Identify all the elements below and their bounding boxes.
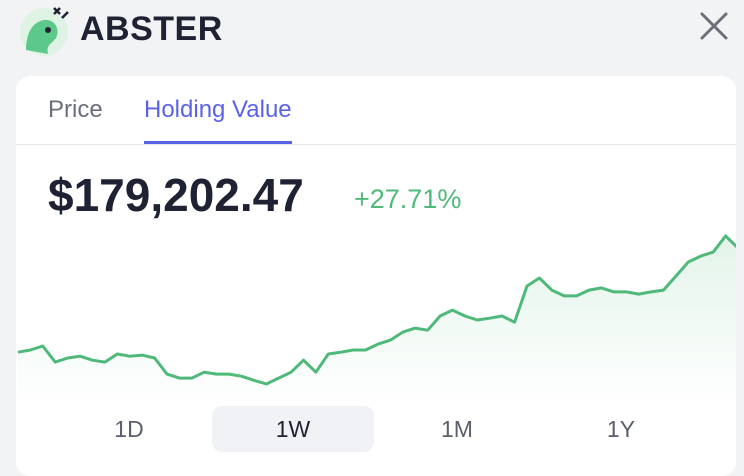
chart [17, 234, 736, 406]
change-percent: +27.71% [354, 184, 462, 214]
holding-value: $179,202.47 [48, 169, 304, 221]
card: $179,202.47 +27.71% Price Holding Value 1D… [16, 76, 736, 476]
area-fill [18, 236, 736, 406]
page: ABSTER $179,202.47 +27.71% Price Holding … [16, 7, 736, 476]
range-button[interactable]: 1Y [606, 416, 636, 442]
token-icon [20, 7, 69, 56]
tab-underline [144, 141, 292, 144]
tab[interactable]: Price [48, 96, 103, 123]
tab-separator [16, 144, 736, 145]
range-button[interactable]: 1M [441, 416, 473, 442]
range-button[interactable]: 1W [212, 406, 374, 452]
tab[interactable]: Holding Value [144, 96, 292, 123]
token-title: ABSTER [80, 10, 223, 48]
range-button[interactable]: 1D [114, 416, 144, 442]
close-button[interactable] [698, 10, 730, 42]
value-line [17, 234, 736, 386]
